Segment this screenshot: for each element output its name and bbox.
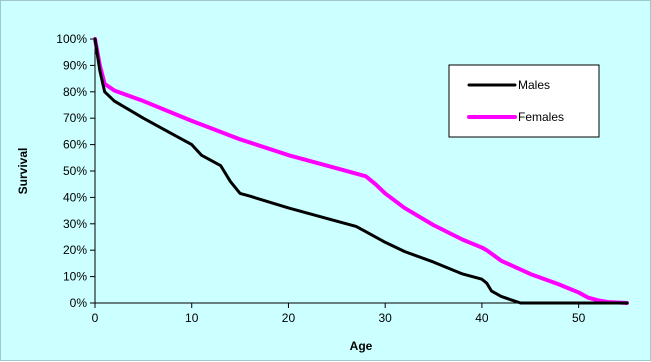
legend-label-females: Females <box>518 110 564 124</box>
y-tick-label: 0% <box>70 296 88 310</box>
legend-label-males: Males <box>518 78 550 92</box>
y-tick-label: 30% <box>63 217 87 231</box>
x-axis-title: Age <box>350 339 373 353</box>
legend-box <box>448 64 600 138</box>
y-tick-label: 40% <box>63 190 87 204</box>
x-tick-label: 30 <box>379 311 393 325</box>
y-tick-label: 10% <box>63 270 87 284</box>
y-tick-label: 100% <box>56 32 87 46</box>
y-tick-label: 70% <box>63 111 87 125</box>
x-tick-label: 20 <box>282 311 296 325</box>
x-tick-label: 40 <box>475 311 489 325</box>
y-tick-label: 60% <box>63 138 87 152</box>
y-tick-label: 20% <box>63 243 87 257</box>
axes: 0% 10% 20% 30% 40% 50% 60% 70% 80% 90% 100% 0 10 20 30… <box>56 32 627 325</box>
series-lines <box>93 37 629 305</box>
series-line-males <box>93 37 629 305</box>
x-tick-label: 50 <box>572 311 586 325</box>
y-tick-label: 80% <box>63 85 87 99</box>
series-line-females <box>93 37 629 305</box>
y-tick-label: 90% <box>63 58 87 72</box>
x-tick-label: 10 <box>185 311 199 325</box>
x-tick-label: 0 <box>92 311 99 325</box>
y-tick-label: 50% <box>63 164 87 178</box>
legend: Males Females <box>448 64 600 138</box>
y-axis-title: Survival <box>16 148 30 195</box>
